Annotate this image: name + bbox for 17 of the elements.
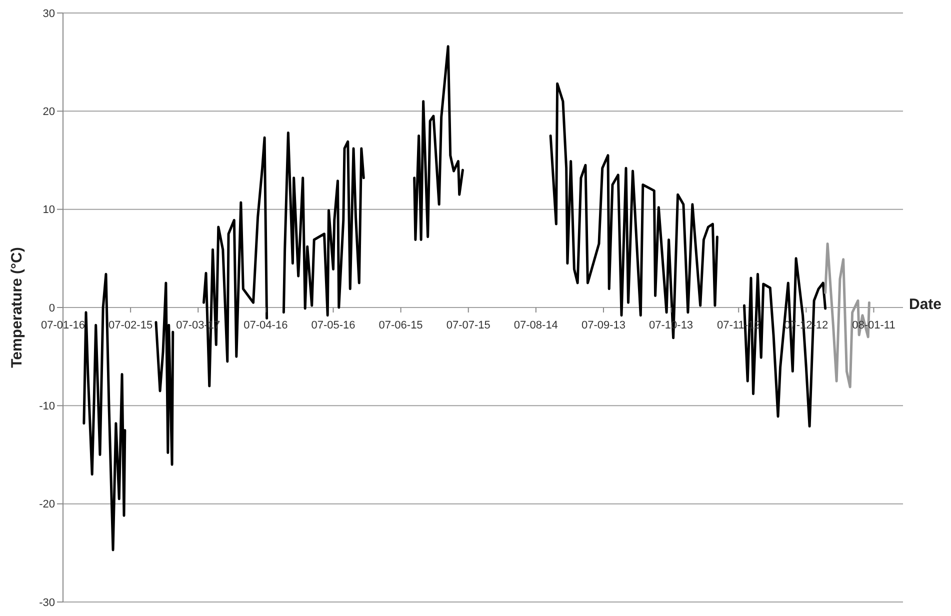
x-tick-label: 07-09-13 [581, 320, 626, 332]
x-tick-label: 07-02-15 [108, 320, 153, 332]
y-tick-label: -10 [39, 400, 55, 413]
x-tick-label: 07-07-15 [446, 320, 490, 332]
y-tick-label: 10 [42, 204, 55, 216]
x-tick-label: 08-01-11 [852, 320, 896, 332]
x-axis-title: Date [909, 296, 942, 312]
x-tick-label: 07-05-16 [311, 320, 356, 332]
y-tick-label: 0 [48, 302, 55, 314]
y-tick-label: 30 [42, 8, 55, 20]
x-tick-label: 07-04-16 [244, 320, 288, 332]
y-tick-label: -20 [39, 498, 55, 511]
y-axis-title: Temperature (°C) [8, 247, 26, 368]
y-tick-label: 20 [42, 106, 55, 118]
x-tick-label: 07-08-14 [514, 320, 558, 332]
y-tick-label: -30 [39, 596, 55, 609]
x-tick-label: 07-06-15 [378, 320, 423, 332]
